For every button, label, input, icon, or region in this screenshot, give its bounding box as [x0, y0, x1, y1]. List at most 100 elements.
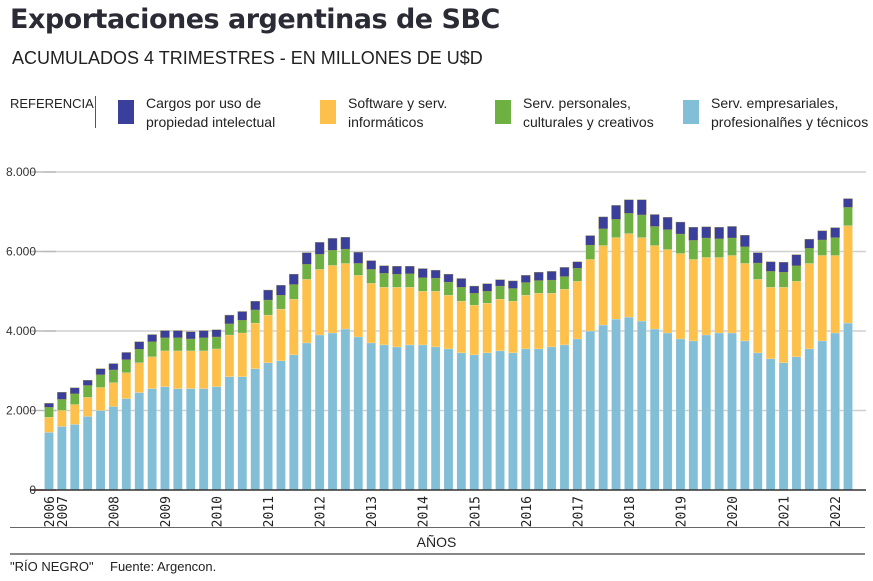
- bar-segment: [237, 376, 248, 491]
- bar-segment: [302, 279, 312, 344]
- bar-segment: [662, 332, 673, 491]
- bar-segment: [418, 291, 428, 346]
- bar-segment: [82, 380, 93, 386]
- bar-segment: [134, 341, 144, 350]
- bar-segment: [469, 285, 479, 294]
- bar-segment: [598, 324, 608, 491]
- source: Fuente: Argencon.: [110, 559, 217, 574]
- bar-segment: [82, 385, 93, 398]
- bar-segment: [753, 352, 763, 491]
- bar-segment: [649, 214, 660, 227]
- bar-segment: [443, 348, 454, 491]
- bar-segment: [353, 263, 363, 276]
- chart-title: Exportaciones argentinas de SBC: [10, 4, 500, 35]
- bar-segment: [314, 254, 325, 270]
- y-tick-label: 8.000: [6, 165, 36, 179]
- y-tick-label: 6.000: [6, 245, 36, 259]
- bar-segment: [727, 237, 737, 256]
- bar-segment: [366, 269, 376, 284]
- bar-segment: [405, 344, 415, 491]
- bar-segment: [701, 237, 711, 258]
- bar-segment: [263, 289, 273, 301]
- bar-segment: [405, 273, 415, 288]
- bar-segment: [430, 269, 441, 279]
- bar-segment: [727, 226, 737, 239]
- bar-segment: [134, 392, 144, 491]
- bar-segment: [147, 334, 157, 342]
- bar-segment: [327, 238, 338, 251]
- legend: REFERENCIA Cargos por uso de propiedad i…: [0, 94, 873, 139]
- bar-segment: [585, 235, 595, 246]
- bar-segment: [675, 338, 686, 491]
- bar-segment: [740, 234, 750, 247]
- bar-segment: [727, 332, 737, 491]
- bar-segment: [289, 284, 299, 300]
- bar-segment: [353, 336, 363, 491]
- bar-segment: [675, 253, 686, 340]
- x-tick-label: 2013: [365, 496, 380, 527]
- bar-segment: [108, 406, 119, 491]
- bar-segment: [263, 362, 273, 491]
- bar-segment: [340, 248, 351, 264]
- bar-segment: [572, 338, 583, 491]
- legend-text: Software y serv. informáticos: [348, 95, 448, 130]
- bar-segment: [843, 322, 853, 491]
- bar-segment: [521, 275, 531, 283]
- bar-segment: [405, 266, 415, 274]
- bar-segment: [95, 368, 106, 375]
- bar-segment: [289, 273, 299, 285]
- bar-segment: [495, 279, 505, 287]
- y-tick-label: 4.000: [6, 324, 36, 338]
- bar-segment: [714, 257, 724, 334]
- bar-segment: [778, 262, 789, 273]
- bar-segment: [546, 279, 557, 294]
- bar-segment: [559, 289, 570, 346]
- bar-segment: [791, 265, 802, 282]
- bar-segment: [456, 278, 467, 288]
- x-tick-label: 2012: [314, 496, 329, 527]
- x-tick-label: 2016: [520, 496, 535, 527]
- bar-segment: [508, 352, 518, 491]
- bar-segment: [186, 388, 196, 491]
- bar-segment: [173, 337, 183, 352]
- bar-segment: [418, 268, 428, 278]
- bar-segment: [57, 399, 67, 411]
- bar-segment: [456, 352, 467, 491]
- bar-segment: [186, 338, 196, 352]
- bar-segment: [508, 288, 518, 302]
- bar-segment: [57, 426, 67, 491]
- bar-segment: [740, 340, 750, 491]
- bar-segment: [314, 334, 325, 491]
- bar-segment: [817, 230, 827, 241]
- bar-segment: [546, 271, 557, 281]
- bar-segment: [598, 228, 608, 246]
- bar-segment: [276, 308, 286, 362]
- bar-segment: [379, 273, 389, 288]
- legend-divider: [95, 96, 96, 128]
- bar-segment: [82, 416, 93, 491]
- x-tick-label: 2010: [211, 496, 226, 527]
- x-tick-label: 2011: [262, 496, 277, 527]
- bar-segment: [276, 285, 286, 296]
- bar-segment: [495, 285, 505, 300]
- bar-segment: [765, 261, 776, 272]
- bar-segment: [418, 277, 428, 292]
- bar-segment: [443, 295, 454, 350]
- bar-segment: [70, 387, 80, 394]
- bar-segment: [624, 316, 634, 491]
- bar-segment: [108, 369, 119, 383]
- legend-swatch: [495, 100, 511, 124]
- y-tick-label: 2.000: [6, 404, 36, 418]
- bar-segment: [817, 255, 827, 342]
- bar-segment: [57, 410, 67, 427]
- bar-segment: [44, 407, 54, 418]
- bar-segment: [585, 330, 595, 491]
- bar-segment: [611, 219, 621, 238]
- bar-segment: [276, 360, 286, 491]
- bar-segment: [82, 397, 93, 417]
- bar-segment: [237, 320, 248, 334]
- bar-segment: [701, 257, 711, 336]
- x-tick-label: 2014: [417, 496, 432, 527]
- bar-segment: [70, 393, 80, 405]
- bar-segment: [637, 237, 647, 322]
